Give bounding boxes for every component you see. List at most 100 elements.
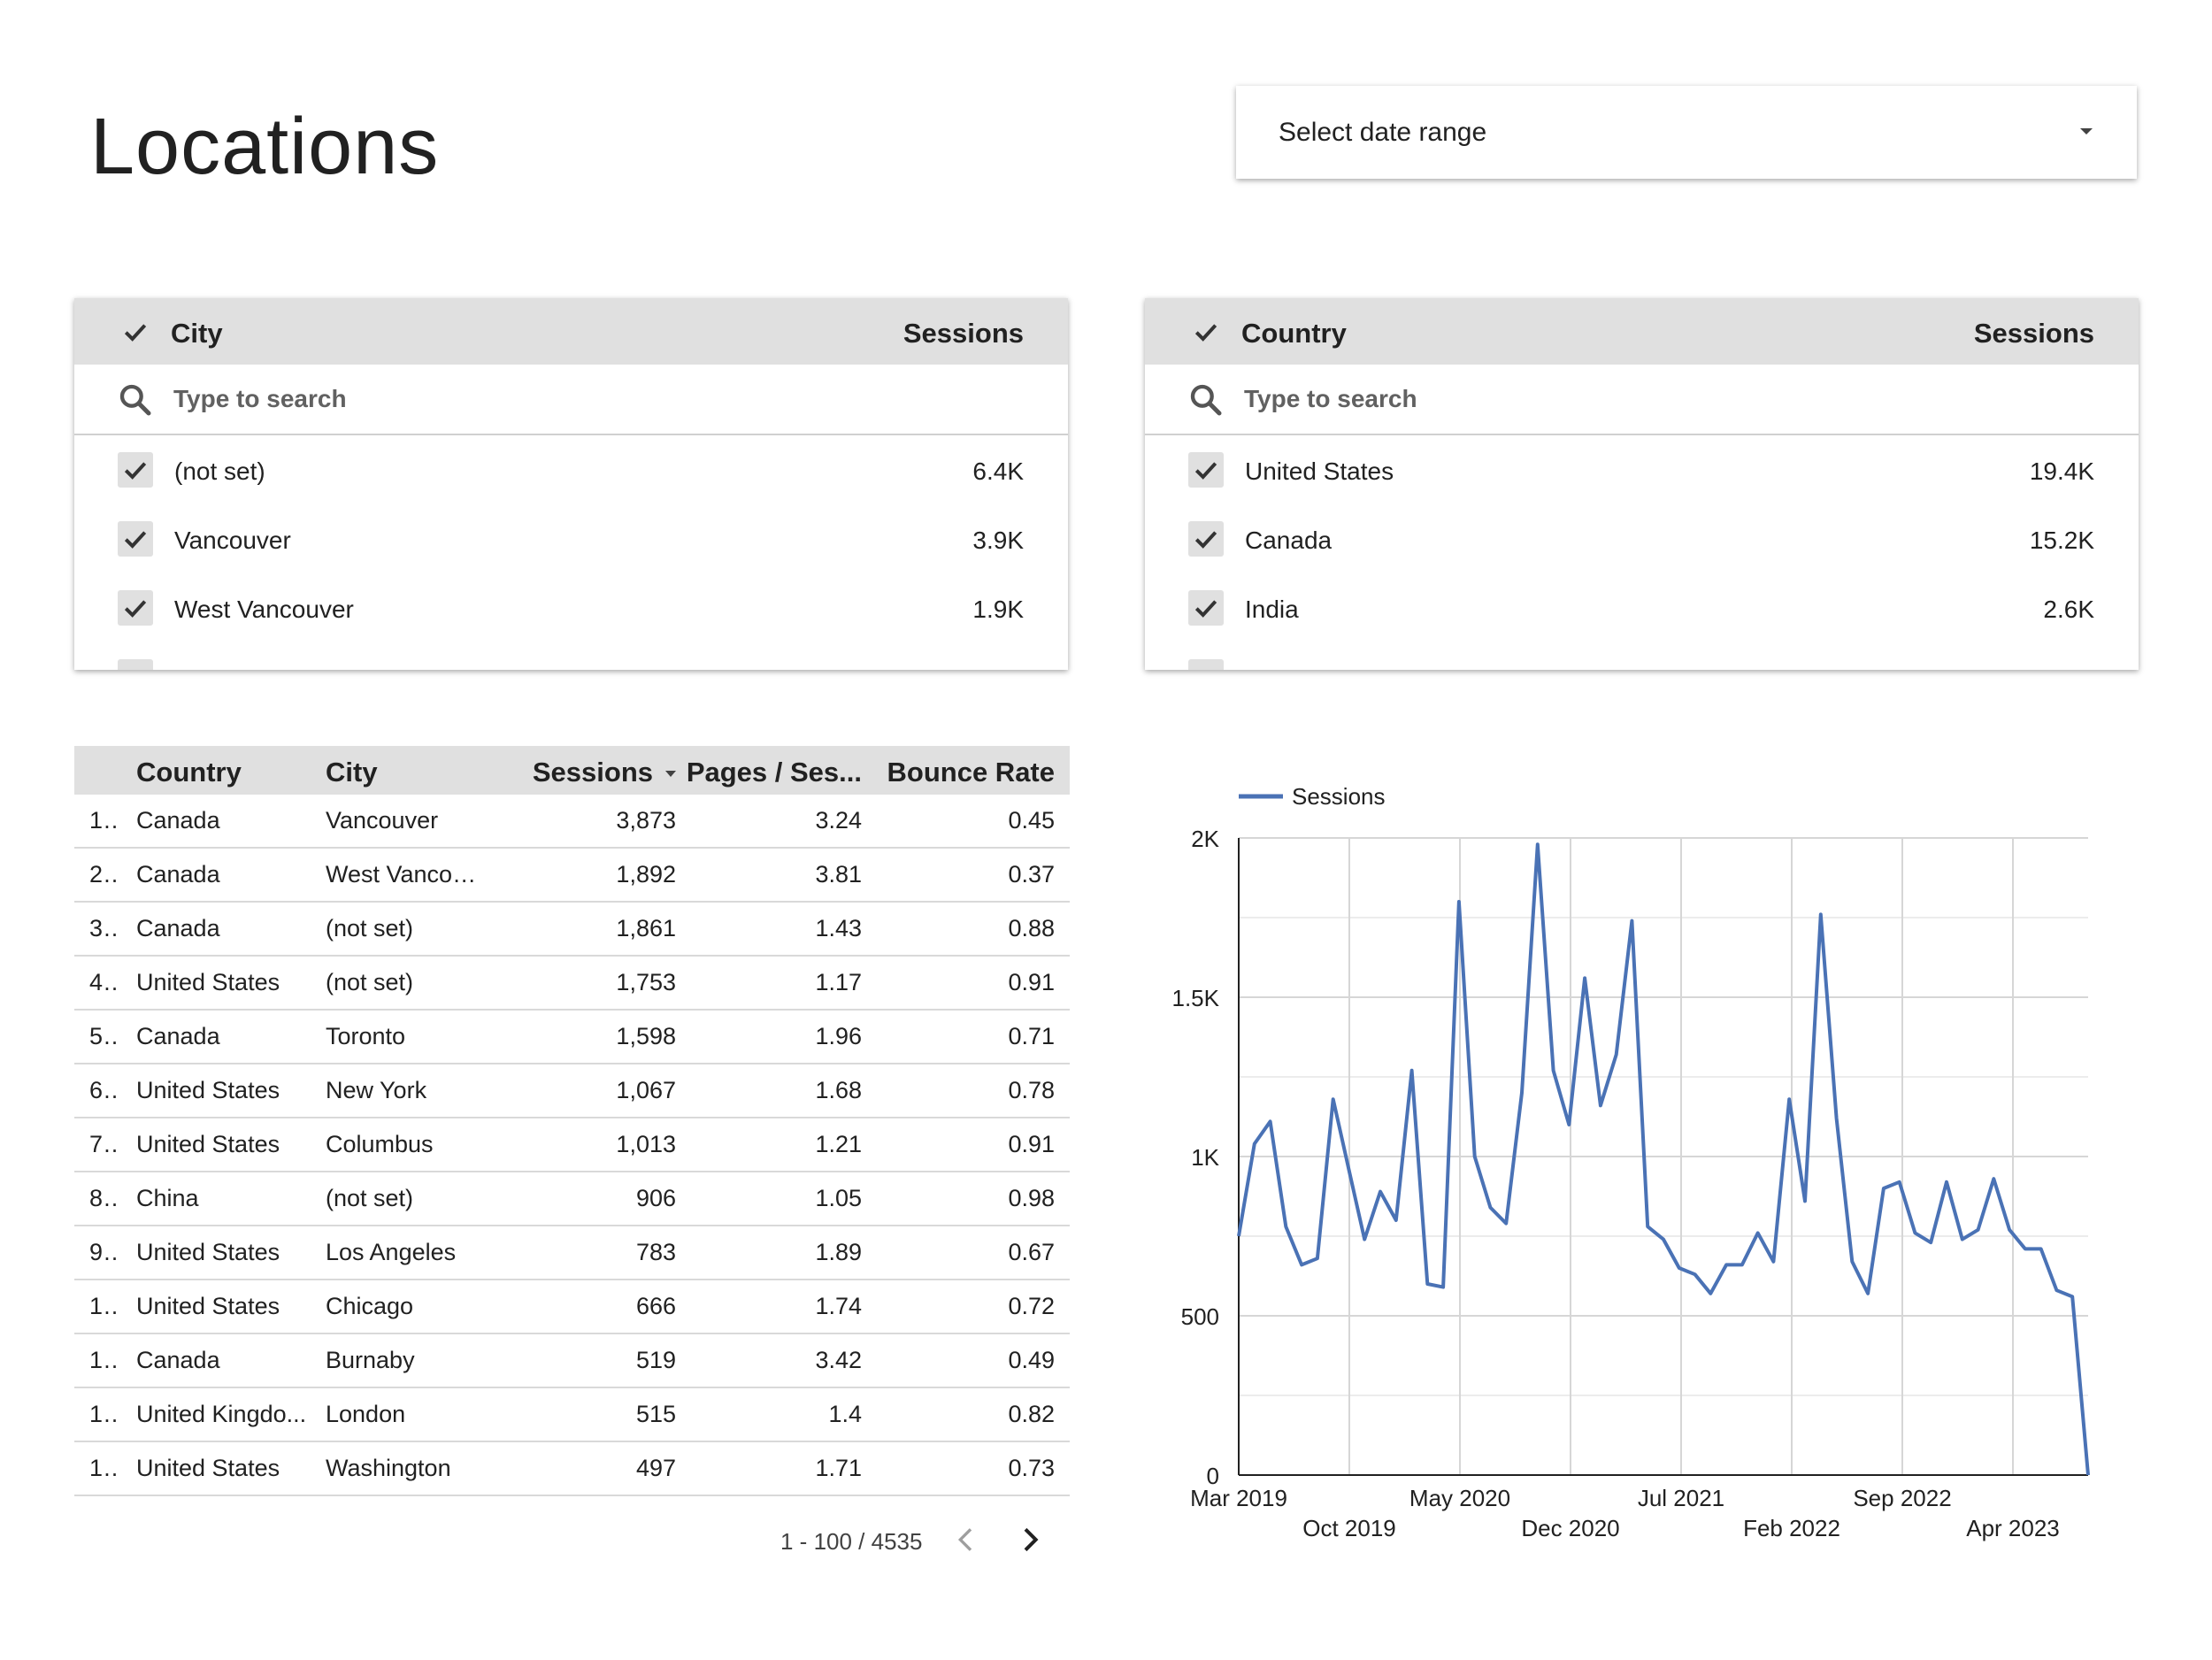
- next-page-button[interactable]: [1012, 1522, 1048, 1557]
- city-filter-item-value: 1.9K: [972, 596, 1024, 623]
- chart-legend: Sessions: [1239, 783, 1386, 810]
- table-cell-idx: 4...: [89, 969, 119, 995]
- y-tick-label: 1.5K: [1172, 985, 1220, 1011]
- x-tick-label: Oct 2019: [1302, 1515, 1396, 1541]
- table-cell-country: United States: [136, 969, 280, 995]
- chart-axes: 0 500 1K 1.5K 2K Mar 2019 Oct 2019 May 2020 Dec …: [1172, 826, 2088, 1541]
- table-cell-idx: 9...: [89, 1239, 119, 1265]
- y-tick-label: 0: [1207, 1463, 1219, 1489]
- table-cell-pps: 3.42: [815, 1347, 862, 1373]
- table-row[interactable]: 2... Canada West Vancou... 1,892 3.81 0.37: [74, 849, 1070, 903]
- previous-page-button[interactable]: [949, 1522, 984, 1557]
- y-tick-label: 500: [1181, 1303, 1219, 1330]
- table-cell-sessions: 666: [635, 1293, 676, 1319]
- city-filter-item-partial[interactable]: [74, 642, 1068, 670]
- x-tick-label: Apr 2023: [1966, 1515, 2060, 1541]
- table-cell-pps: 1.68: [815, 1077, 862, 1103]
- table-row[interactable]: 1... United States Washington 497 1.71 0.73: [74, 1442, 1070, 1496]
- search-icon: [1188, 382, 1224, 422]
- x-tick-label: Jul 2021: [1638, 1485, 1724, 1511]
- column-header-city[interactable]: City: [326, 757, 378, 788]
- locations-table: Country City Sessions Pages / Ses... Bou…: [74, 746, 1070, 1516]
- table-cell-bounce: 0.91: [1008, 969, 1055, 995]
- city-filter-item-value: 3.9K: [972, 526, 1024, 554]
- x-tick-label: Feb 2022: [1743, 1515, 1840, 1541]
- column-header-sessions[interactable]: Sessions: [490, 757, 676, 788]
- country-search-input[interactable]: [1242, 380, 1777, 418]
- city-filter-item-label: Vancouver: [174, 526, 291, 554]
- country-filter-item[interactable]: United States 19.4K: [1145, 435, 2139, 504]
- checkbox-checked-icon[interactable]: [118, 659, 153, 670]
- table-cell-pps: 1.4: [828, 1401, 862, 1427]
- country-filter-item-label: Canada: [1245, 526, 1333, 554]
- table-cell-idx: 1...: [89, 1401, 119, 1427]
- table-cell-pps: 1.71: [815, 1455, 862, 1481]
- country-filter-control: Country Sessions United States 19.4K Can…: [1145, 298, 2139, 670]
- table-row[interactable]: 9... United States Los Angeles 783 1.89 0.67: [74, 1226, 1070, 1280]
- city-filter-item[interactable]: (not set) 6.4K: [74, 435, 1068, 504]
- table-cell-city: (not set): [326, 915, 414, 941]
- table-cell-city: Columbus: [326, 1131, 434, 1157]
- table-row[interactable]: 1... Canada Vancouver 3,873 3.24 0.45: [74, 795, 1070, 849]
- page-title: Locations: [90, 103, 440, 191]
- city-filter-item[interactable]: Vancouver 3.9K: [74, 504, 1068, 573]
- country-filter-item-value: 19.4K: [2029, 457, 2094, 485]
- table-cell-city: (not set): [326, 1185, 414, 1211]
- table-cell-city: London: [326, 1401, 406, 1427]
- table-cell-pps: 1.89: [815, 1239, 862, 1265]
- city-filter-item[interactable]: West Vancouver 1.9K: [74, 573, 1068, 642]
- table-cell-bounce: 0.71: [1008, 1023, 1055, 1049]
- table-cell-bounce: 0.45: [1008, 807, 1055, 834]
- table-row[interactable]: 5... Canada Toronto 1,598 1.96 0.71: [74, 1011, 1070, 1064]
- column-header-sessions-label: Sessions: [532, 757, 653, 788]
- chevron-left-icon: [957, 1528, 972, 1551]
- x-tick-label: May 2020: [1409, 1485, 1510, 1511]
- table-row[interactable]: 6... United States New York 1,067 1.68 0.78: [74, 1064, 1070, 1118]
- table-row[interactable]: 4... United States (not set) 1,753 1.17 0.91: [74, 957, 1070, 1011]
- country-filter-item-partial[interactable]: [1145, 642, 2139, 670]
- checkbox-checked-icon[interactable]: [1188, 590, 1224, 626]
- column-header-bounce-rate[interactable]: Bounce Rate: [887, 757, 1055, 788]
- checkbox-checked-icon[interactable]: [118, 452, 153, 488]
- column-header-pages-per-session[interactable]: Pages / Ses...: [686, 757, 862, 788]
- column-header-country[interactable]: Country: [136, 757, 242, 788]
- table-cell-bounce: 0.82: [1008, 1401, 1055, 1427]
- table-cell-sessions: 1,598: [616, 1023, 676, 1049]
- country-filter-item[interactable]: Canada 15.2K: [1145, 504, 2139, 573]
- table-cell-country: China: [136, 1185, 199, 1211]
- checkbox-checked-icon[interactable]: [1188, 521, 1224, 557]
- table-cell-sessions: 1,861: [616, 915, 676, 941]
- table-cell-country: Canada: [136, 861, 220, 888]
- country-filter-item-value: 15.2K: [2029, 526, 2094, 554]
- checkbox-checked-icon[interactable]: [1188, 452, 1224, 488]
- table-cell-idx: 3...: [89, 915, 119, 941]
- select-all-checkbox-icon[interactable]: [1188, 314, 1224, 350]
- table-cell-country: United States: [136, 1239, 280, 1265]
- checkbox-checked-icon[interactable]: [118, 521, 153, 557]
- checkbox-checked-icon[interactable]: [118, 590, 153, 626]
- table-row[interactable]: 1... United States Chicago 666 1.74 0.72: [74, 1280, 1070, 1334]
- country-filter-item[interactable]: India 2.6K: [1145, 573, 2139, 642]
- table-cell-idx: 1...: [89, 1455, 119, 1481]
- table-cell-sessions: 1,067: [616, 1077, 676, 1103]
- city-search-input[interactable]: [172, 380, 706, 418]
- table-cell-sessions: 3,873: [616, 807, 676, 834]
- table-cell-pps: 1.74: [815, 1293, 862, 1319]
- table-row[interactable]: 1... Canada Burnaby 519 3.42 0.49: [74, 1334, 1070, 1388]
- table-row[interactable]: 3... Canada (not set) 1,861 1.43 0.88: [74, 903, 1070, 957]
- table-cell-city: Toronto: [326, 1023, 406, 1049]
- table-row[interactable]: 8... China (not set) 906 1.05 0.98: [74, 1172, 1070, 1226]
- select-all-checkbox-icon[interactable]: [118, 314, 153, 350]
- date-range-selector[interactable]: Select date range: [1236, 86, 2137, 179]
- country-filter-metric: Sessions: [1973, 318, 2094, 349]
- table-cell-city: Chicago: [326, 1293, 414, 1319]
- city-filter-item-label: (not set): [174, 457, 265, 485]
- table-cell-country: United States: [136, 1293, 280, 1319]
- table-cell-bounce: 0.67: [1008, 1239, 1055, 1265]
- country-filter-header: Country Sessions: [1145, 298, 2139, 365]
- checkbox-checked-icon[interactable]: [1188, 659, 1224, 670]
- table-row[interactable]: 7... United States Columbus 1,013 1.21 0.91: [74, 1118, 1070, 1172]
- table-cell-sessions: 1,892: [616, 861, 676, 888]
- table-row[interactable]: 1... United Kingdo... London 515 1.4 0.82: [74, 1388, 1070, 1442]
- table-cell-country: United States: [136, 1455, 280, 1481]
